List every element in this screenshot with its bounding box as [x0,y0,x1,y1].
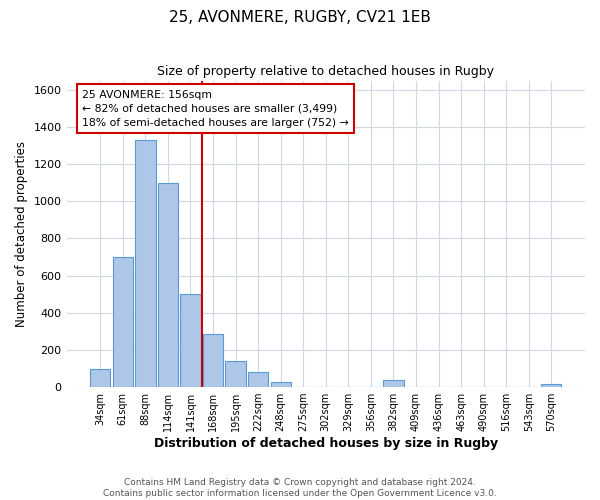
Bar [90,368,110,387]
Bar [541,384,562,387]
Text: 25, AVONMERE, RUGBY, CV21 1EB: 25, AVONMERE, RUGBY, CV21 1EB [169,10,431,25]
Text: Contains HM Land Registry data © Crown copyright and database right 2024.
Contai: Contains HM Land Registry data © Crown c… [103,478,497,498]
Bar [383,380,404,387]
Bar [158,182,178,387]
Title: Size of property relative to detached houses in Rugby: Size of property relative to detached ho… [157,65,494,78]
Text: 25 AVONMERE: 156sqm
← 82% of detached houses are smaller (3,499)
18% of semi-det: 25 AVONMERE: 156sqm ← 82% of detached ho… [82,90,349,128]
Bar [203,334,223,387]
Y-axis label: Number of detached properties: Number of detached properties [15,141,28,327]
Bar [181,294,200,387]
Bar [135,140,155,387]
Bar [271,382,291,387]
Bar [113,257,133,387]
Bar [248,372,268,387]
X-axis label: Distribution of detached houses by size in Rugby: Distribution of detached houses by size … [154,437,498,450]
Bar [226,361,246,387]
